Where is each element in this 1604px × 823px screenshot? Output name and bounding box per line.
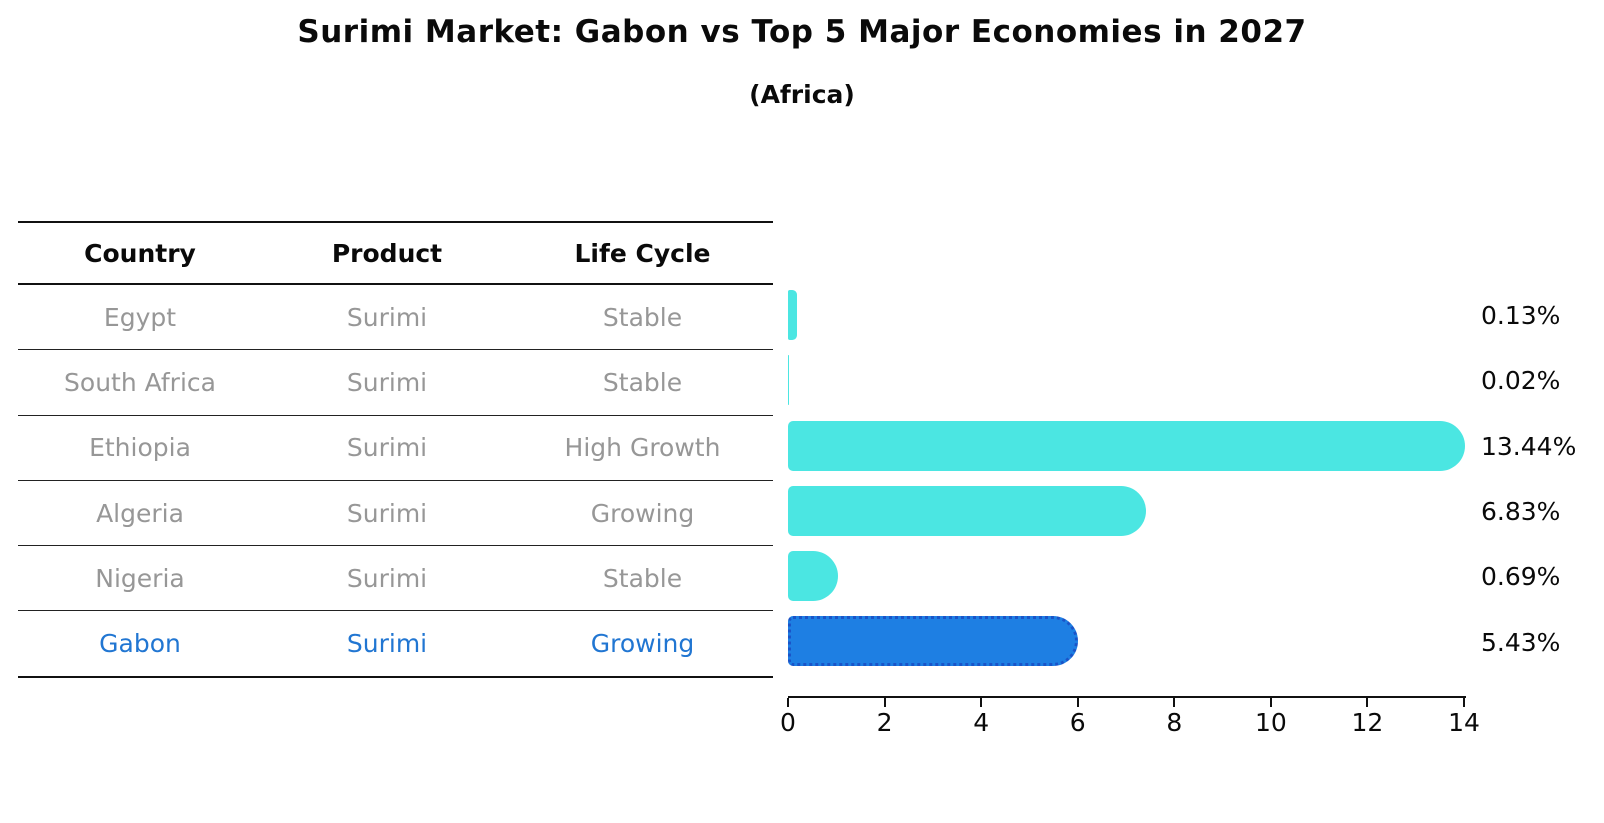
- bar: [788, 551, 838, 602]
- table-cell-life-cycle: Stable: [602, 563, 683, 593]
- table-cell-product: Surimi: [346, 629, 428, 659]
- table-cell-product: Surimi: [346, 498, 428, 528]
- bar: [788, 355, 790, 406]
- x-axis-tick-label: 0: [780, 708, 796, 737]
- x-axis-tick-mark: [787, 698, 789, 707]
- chart-subtitle: (Africa): [749, 80, 855, 109]
- x-axis-tick-label: 4: [973, 708, 990, 737]
- table-cell-life-cycle: Growing: [590, 629, 695, 659]
- value-label: 0.69%: [1481, 562, 1561, 592]
- value-label: 5.43%: [1481, 627, 1561, 657]
- x-axis: 0 2 4 6 8 10 12 14: [780, 696, 1480, 756]
- table-cell-country: Ethiopia: [89, 433, 191, 463]
- table-cell-country: Nigeria: [95, 563, 185, 593]
- bar: [788, 290, 798, 340]
- table-row: Algeria Surimi Growing: [18, 481, 773, 547]
- value-label: 0.13%: [1481, 301, 1561, 331]
- bar-row: [788, 544, 1464, 609]
- x-axis-tick-label: 8: [1166, 708, 1183, 737]
- chart-title: Surimi Market: Gabon vs Top 5 Major Econ…: [297, 14, 1307, 50]
- table-header-life-cycle: Life Cycle: [574, 238, 711, 268]
- value-label: 13.44%: [1481, 431, 1577, 461]
- x-axis-tick-mark: [1076, 698, 1079, 707]
- bar-row: [788, 348, 1464, 413]
- table-body: Egypt Surimi Stable South Africa Surimi Stabl…: [18, 285, 773, 678]
- table-header-country: Country: [84, 238, 196, 268]
- country-table: Country Product Life Cycle Egypt Surimi St…: [18, 221, 773, 678]
- bar-row: [788, 609, 1464, 674]
- bar-row: [788, 479, 1464, 544]
- table-row: Nigeria Surimi Stable: [18, 546, 773, 612]
- x-axis-tick-mark: [980, 698, 983, 707]
- table-cell-product: Surimi: [346, 433, 428, 463]
- value-label: 0.02%: [1481, 366, 1561, 396]
- x-axis-tick-label: 6: [1069, 708, 1086, 737]
- x-axis-tick-mark: [1173, 698, 1176, 707]
- table-cell-life-cycle: Stable: [602, 302, 683, 332]
- table-cell-life-cycle: Stable: [602, 367, 683, 397]
- table-cell-country: Gabon: [99, 629, 181, 659]
- bar-plot-area: [788, 283, 1465, 675]
- table-cell-country: Algeria: [96, 498, 184, 528]
- table-cell-product: Surimi: [346, 367, 428, 397]
- table-row: Egypt Surimi Stable: [18, 285, 773, 351]
- table-row: Ethiopia Surimi High Growth: [18, 416, 773, 481]
- table-cell-product: Surimi: [346, 302, 428, 332]
- table-cell-product: Surimi: [346, 563, 428, 593]
- value-label: 6.83%: [1481, 497, 1561, 527]
- x-axis-tick-mark: [1269, 698, 1272, 707]
- x-axis-tick-mark: [1463, 698, 1465, 707]
- bar-highlighted: [788, 616, 1079, 667]
- bar-row: [788, 283, 1464, 348]
- table-row: South Africa Surimi Stable: [18, 350, 773, 416]
- table-cell-country: Egypt: [103, 302, 177, 332]
- x-axis-tick-mark: [883, 698, 886, 707]
- x-axis-tick-label: 2: [876, 708, 893, 737]
- x-axis-line: [788, 696, 1466, 698]
- bar: [788, 420, 1465, 471]
- table-row: Gabon Surimi Growing: [18, 611, 773, 678]
- table-header-product: Product: [331, 238, 443, 268]
- table-cell-country: South Africa: [64, 367, 216, 397]
- table-cell-life-cycle: Growing: [590, 498, 695, 528]
- x-axis-tick-label: 10: [1254, 708, 1287, 737]
- x-axis-tick-mark: [1366, 698, 1369, 707]
- bar-row: [788, 414, 1465, 479]
- x-axis-tick-label: 12: [1351, 708, 1384, 737]
- x-axis-tick-label: 14: [1448, 708, 1480, 737]
- table-cell-life-cycle: High Growth: [564, 433, 721, 463]
- table-header-row: Country Product Life Cycle: [18, 223, 773, 285]
- value-label-column: 0.13% 0.02% 13.44% 6.83% 0.69% 5.43%: [1481, 283, 1601, 675]
- bar: [788, 485, 1146, 536]
